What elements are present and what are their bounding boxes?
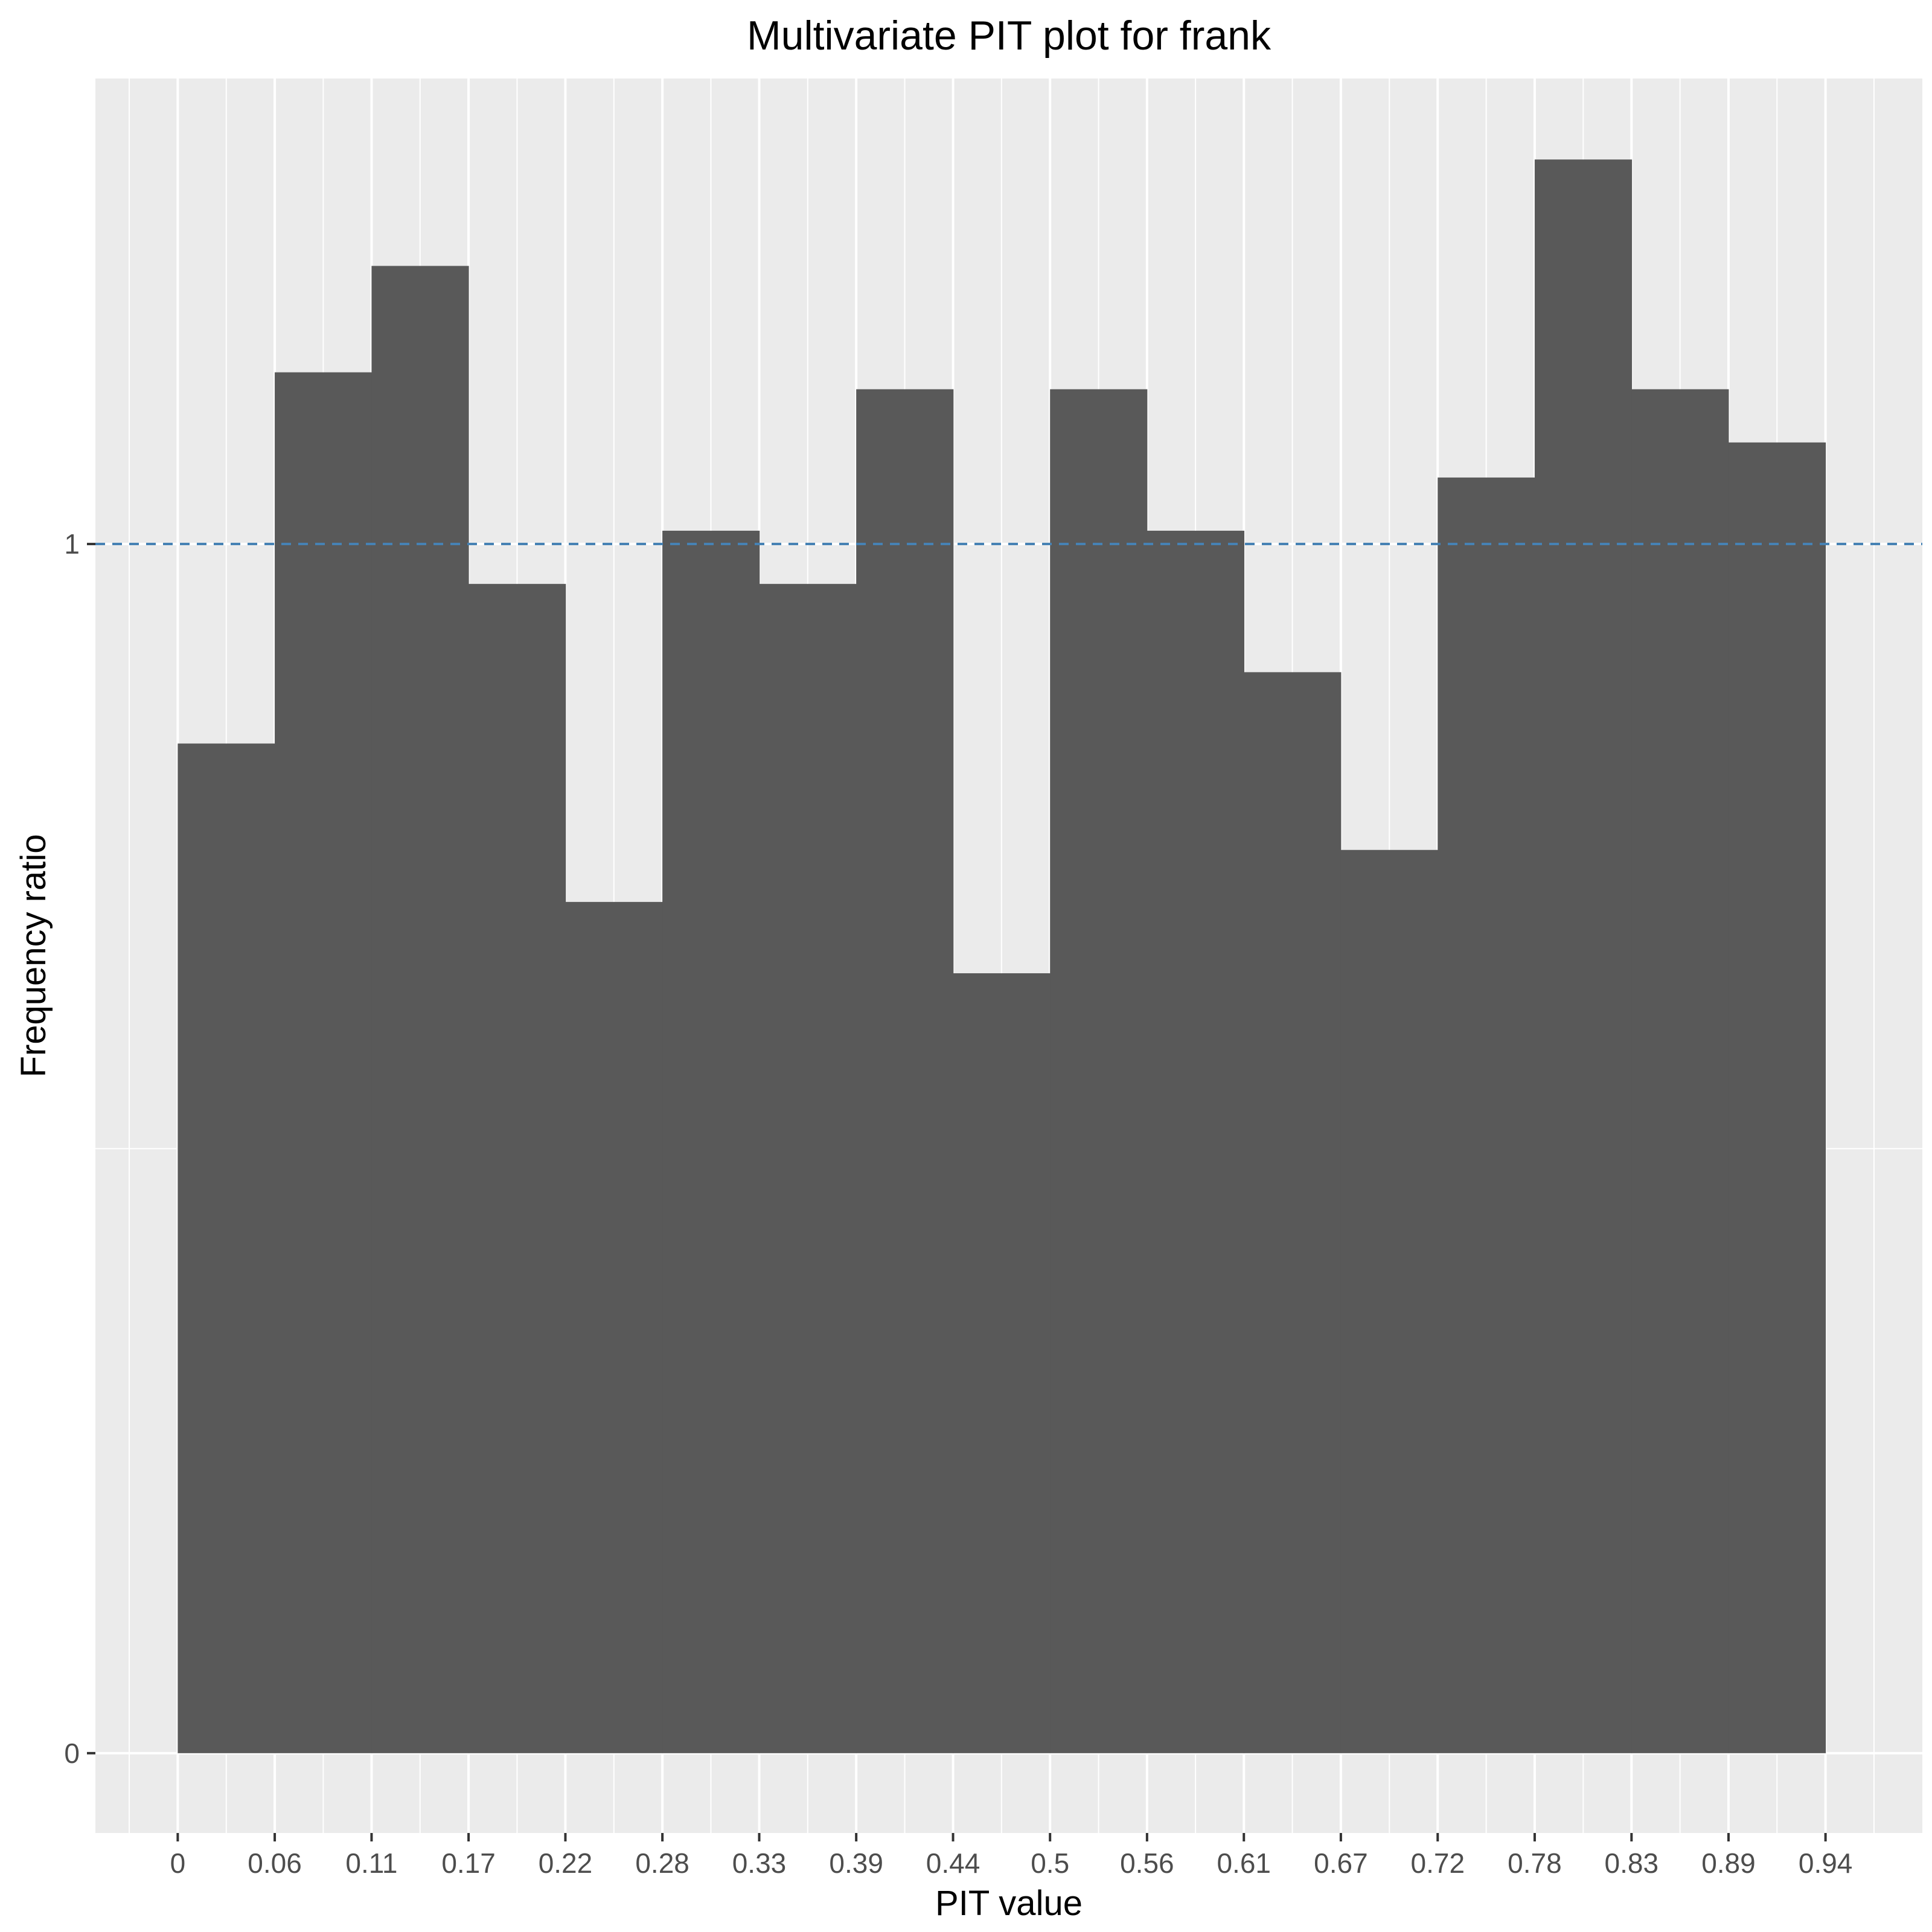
x-tick-label: 0.33 — [732, 1847, 787, 1879]
x-tick-label: 0.06 — [248, 1847, 302, 1879]
histogram-bar — [469, 584, 566, 1753]
histogram-bar — [1728, 442, 1826, 1753]
x-tick-label: 0.67 — [1314, 1847, 1368, 1879]
histogram-bar — [371, 266, 469, 1753]
histogram-bar — [662, 531, 760, 1753]
histogram-bar — [1631, 389, 1729, 1753]
x-tick-label: 0.5 — [1031, 1847, 1069, 1879]
histogram-bar — [953, 973, 1051, 1753]
histogram-bar — [1147, 531, 1245, 1753]
y-axis-title: Frequency ratio — [14, 834, 53, 1078]
histogram-bar — [178, 743, 275, 1753]
histogram-bar — [275, 372, 373, 1753]
chart-title: Multivariate PIT plot for frank — [747, 13, 1271, 59]
histogram-bars — [178, 159, 1826, 1753]
x-tick-label: 0.94 — [1799, 1847, 1853, 1879]
x-tick-labels: 0 0.06 0.11 0.17 0.22 0.28 0.33 0.39 0.44 0.5 0.56… — [170, 1847, 1853, 1879]
histogram-bar — [1438, 477, 1535, 1753]
x-tick-label: 0.11 — [345, 1847, 397, 1879]
x-tick-label: 0.72 — [1411, 1847, 1465, 1879]
x-tick-label: 0.56 — [1120, 1847, 1174, 1879]
histogram-bar — [759, 584, 857, 1753]
histogram-bar — [856, 389, 954, 1753]
x-tick-label: 0.22 — [539, 1847, 593, 1879]
histogram-bar — [565, 901, 663, 1753]
histogram-bar — [1534, 159, 1633, 1753]
histogram-bar — [1050, 389, 1148, 1753]
y-tick-label: 1 — [64, 528, 80, 560]
x-tick-label: 0.39 — [829, 1847, 883, 1879]
y-tick-label: 0 — [64, 1738, 80, 1769]
x-tick-label: 0 — [170, 1847, 186, 1879]
x-tick-label: 0.61 — [1217, 1847, 1271, 1879]
axis-ticks — [87, 543, 1827, 1841]
x-axis-title: PIT value — [935, 1884, 1083, 1923]
x-tick-label: 0.78 — [1508, 1847, 1562, 1879]
x-tick-label: 0.17 — [441, 1847, 496, 1879]
x-tick-label: 0.83 — [1605, 1847, 1659, 1879]
histogram-bar — [1340, 849, 1439, 1753]
x-tick-label: 0.89 — [1701, 1847, 1756, 1879]
x-tick-label: 0.28 — [635, 1847, 689, 1879]
histogram-bar — [1244, 672, 1342, 1753]
y-tick-labels: 01 — [64, 528, 80, 1769]
x-tick-label: 0.44 — [926, 1847, 980, 1879]
